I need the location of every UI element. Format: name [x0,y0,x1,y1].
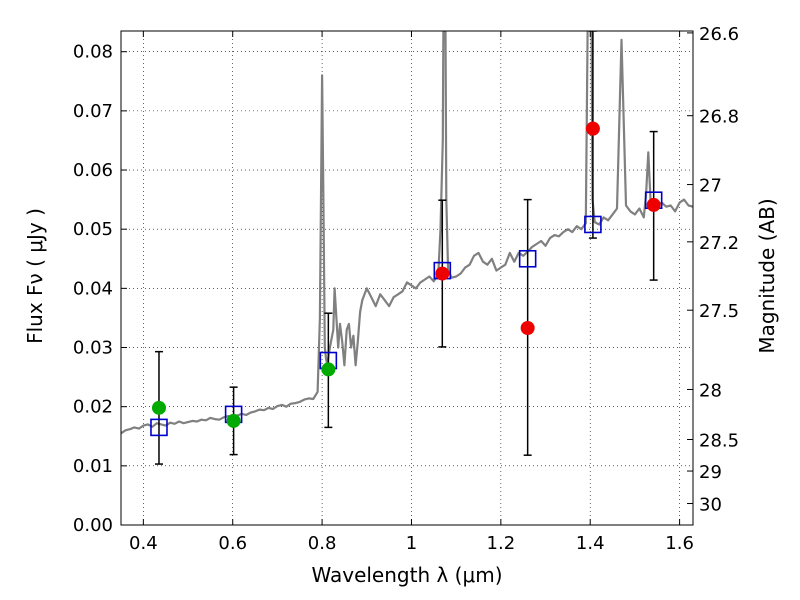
y-tick-label: 0.05 [73,219,113,240]
magnitude-tick-label: 28.5 [699,430,739,451]
y-axis-label: Flux Fν ( μJy ) [23,208,47,344]
x-tick-label: 1.2 [487,533,516,554]
x-tick-label: 1 [406,533,417,554]
observed-photometry-point [585,121,600,136]
y-tick-label: 0.01 [73,456,113,477]
observed-photometry-point [435,266,450,281]
grid-lines [121,31,693,526]
observed-photometry-point [226,413,241,428]
model-photometry-point [150,418,168,437]
magnitude-tick-label: 27 [699,176,722,197]
model-photometry-point [518,249,537,268]
y-tick-label: 0.04 [73,278,113,299]
x-tick-label: 1.4 [576,533,605,554]
magnitude-tick-label: 26.8 [699,107,739,128]
x-tick-label: 1.6 [665,533,694,554]
magnitude-tick-label: 29 [699,462,722,483]
x-axis-label: Wavelength λ (μm) [311,563,502,587]
y-tick-label: 0.03 [73,338,113,359]
observed-photometry-point [151,400,166,415]
y-tick-label: 0.07 [73,101,113,122]
x-tick-label: 0.4 [129,533,158,554]
y-tick-label: 0.08 [73,42,113,63]
y-axis-right-label: Magnitude (AB) [755,198,779,353]
plot-frame [120,30,694,526]
magnitude-tick-label: 28 [699,380,722,401]
axes: 0.4 0.6 0.8 1 1.2 1.4 1.6 0.00 0.01 0.02 0.03 0.04 0… [73,24,739,554]
magnitude-tick-label: 26.6 [699,24,739,45]
model-sed-line [121,31,693,435]
y-tick-label: 0.06 [73,160,113,181]
magnitude-tick-label: 30 [699,495,722,516]
plot-area [121,31,693,465]
model-photometry-point [584,215,602,234]
x-tick-label: 0.6 [218,533,247,554]
magnitude-tick-label: 27.2 [699,233,739,254]
observed-photometry-point [321,362,336,377]
magnitude-tick-label: 27.5 [699,301,739,322]
observed-photometry-point [646,197,661,212]
y-tick-label: 0.02 [73,397,113,418]
observed-photometry-point [520,320,535,335]
x-tick-label: 0.8 [308,533,337,554]
y-tick-label: 0.00 [73,515,113,536]
